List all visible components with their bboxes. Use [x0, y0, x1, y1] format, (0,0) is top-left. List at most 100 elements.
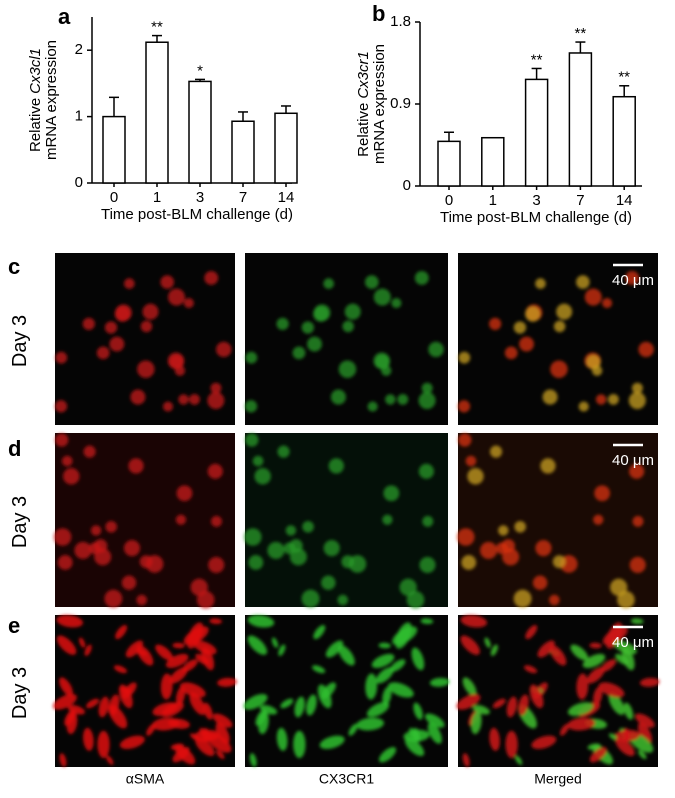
- cell: [519, 336, 534, 352]
- cell: [183, 298, 194, 309]
- cell: [128, 458, 144, 474]
- cell: [525, 306, 541, 322]
- panel-label: e: [8, 613, 20, 638]
- cell: [549, 594, 560, 606]
- cell: [276, 727, 288, 751]
- cell: [57, 555, 73, 570]
- cell: [593, 514, 604, 525]
- cell: [638, 750, 647, 760]
- cell: [104, 589, 123, 608]
- cell: [170, 743, 185, 750]
- cell: [106, 755, 114, 765]
- bar: [274, 112, 298, 184]
- caption: CX3CR1: [319, 771, 374, 787]
- cell: [176, 485, 193, 502]
- row-label: Day 3: [9, 315, 31, 367]
- cell: [623, 727, 630, 742]
- cell: [390, 659, 406, 672]
- y-tick-label: 0: [75, 174, 83, 191]
- cell: [259, 705, 278, 715]
- cell: [382, 514, 393, 525]
- cell: [252, 455, 264, 467]
- y-axis-label: mRNA expression: [371, 44, 388, 164]
- cell: [367, 401, 378, 412]
- cell: [461, 555, 477, 570]
- cell: [254, 468, 271, 485]
- cell: [422, 515, 434, 527]
- cell: [427, 722, 442, 744]
- cell: [306, 694, 317, 716]
- bar: [524, 78, 549, 187]
- cell: [586, 354, 601, 370]
- cell: [203, 702, 213, 720]
- y-tick-label: 1: [75, 108, 83, 125]
- cell: [460, 614, 488, 628]
- cell: [59, 677, 73, 697]
- cell: [582, 653, 606, 669]
- cell: [245, 351, 258, 364]
- cell: [490, 644, 498, 656]
- cell: [552, 555, 566, 569]
- x-tick-label: 1: [489, 192, 497, 209]
- cell: [418, 391, 436, 410]
- scale-bar-label: 40 μm: [612, 634, 654, 651]
- cell: [470, 711, 482, 735]
- cell: [244, 400, 258, 413]
- x-tick-label: 14: [278, 189, 295, 206]
- cell: [629, 463, 645, 479]
- cell: [424, 713, 445, 728]
- cell: [285, 525, 297, 536]
- cell: [121, 575, 137, 590]
- cell: [283, 542, 296, 555]
- cell: [344, 303, 361, 320]
- cell: [608, 692, 625, 715]
- cell: [383, 485, 400, 502]
- cell: [54, 400, 68, 413]
- cell: [258, 711, 269, 735]
- cell: [321, 575, 336, 590]
- cell: [496, 542, 508, 555]
- bar: [102, 115, 126, 184]
- cell: [593, 686, 603, 706]
- y-tick-label: 0: [403, 177, 411, 194]
- cell: [53, 528, 72, 546]
- bar: [481, 136, 505, 187]
- cell: [67, 705, 86, 715]
- cell: [535, 278, 546, 289]
- cell: [216, 750, 225, 760]
- cell: [267, 541, 285, 560]
- y-tick-label: 1.8: [390, 13, 411, 30]
- cell: [419, 556, 436, 574]
- cell: [195, 653, 209, 665]
- cell: [411, 647, 425, 671]
- cell: [109, 336, 125, 352]
- cell: [458, 433, 472, 447]
- cell: [378, 642, 391, 649]
- cell: [330, 389, 346, 405]
- cell: [615, 737, 635, 757]
- cell: [458, 351, 471, 364]
- cell: [348, 723, 358, 736]
- cell: [317, 684, 332, 709]
- cell: [74, 541, 92, 560]
- cell: [113, 665, 128, 674]
- cell: [623, 702, 634, 720]
- cell: [215, 722, 230, 744]
- cell: [457, 528, 475, 546]
- bar: [145, 41, 169, 184]
- cell: [460, 635, 480, 655]
- cell: [600, 659, 617, 672]
- cell: [115, 625, 128, 640]
- cell: [625, 270, 640, 285]
- cell: [421, 382, 433, 394]
- cell: [489, 727, 500, 751]
- cell: [155, 644, 173, 661]
- cell: [371, 653, 395, 669]
- cell: [175, 514, 187, 525]
- cell: [204, 270, 219, 285]
- significance: *: [197, 62, 203, 79]
- x-tick-label: 3: [196, 189, 204, 206]
- cell: [307, 336, 322, 352]
- cell: [125, 640, 144, 658]
